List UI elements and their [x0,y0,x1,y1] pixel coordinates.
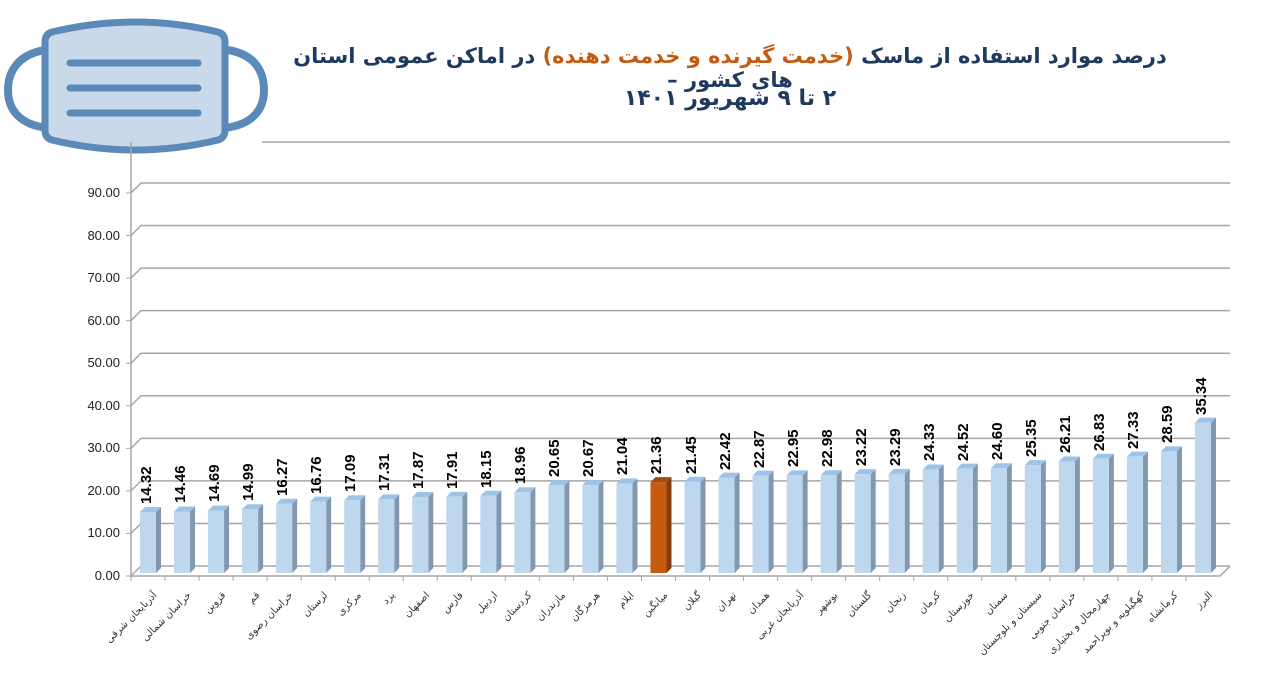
bar-value-label: 23.22 [852,428,870,467]
bar-value-label: 22.87 [750,430,768,468]
bar-value-label: 16.27 [274,458,292,496]
bar [582,480,604,573]
y-tick-label: 20.00 [87,482,120,498]
bar-value-label: 21.36 [648,436,666,475]
bar-value-label: 35.34 [1192,377,1210,415]
bar [276,498,298,573]
chart-title: درصد موارد استفاده از ماسک (خدمت گیرنده … [293,44,1167,92]
bar [718,472,740,573]
bar [378,494,400,573]
bar-value-label: 24.33 [920,423,938,462]
bar [208,505,230,573]
bar-value-label: 26.21 [1056,415,1074,454]
bar-value-label: 14.46 [172,465,190,504]
bar [1194,417,1216,573]
bar [684,476,706,573]
gridline [130,395,1230,407]
y-tick-label: 70.00 [87,270,120,286]
bar [990,463,1012,573]
bar [616,478,638,573]
gridline [130,309,1230,322]
bar-value-label: 27.33 [1124,411,1142,449]
y-tick-label: 40.00 [87,397,120,413]
bar [344,495,366,573]
bar-value-label: 14.32 [138,466,156,505]
face-mask-icon [3,18,269,154]
bar [1058,456,1080,573]
chart-title-highlight: (خدمت گیرنده و خدمت دهنده) [542,44,854,68]
gridline [130,224,1230,237]
bar-value-label: 17.09 [342,454,360,493]
bar-value-label: 16.76 [308,456,326,494]
y-tick-label: 0.00 [94,568,120,583]
bar-value-label: 21.45 [682,436,700,474]
bar [1160,446,1182,573]
y-tick-label: 80.00 [87,227,120,243]
bar [888,468,910,573]
bar-value-label: 18.15 [478,450,496,488]
gridline [130,182,1230,194]
bar [412,491,434,573]
bar [1126,451,1148,573]
bar-value-label: 17.87 [410,451,428,489]
bar-value-label: 26.83 [1090,413,1108,451]
y-tick-label: 10.00 [87,525,120,541]
bar [922,464,944,573]
bar-value-label: 25.35 [1022,419,1040,458]
bar [446,491,468,573]
bar [140,507,162,573]
y-tick-label: 90.00 [87,184,120,200]
bar-value-label: 20.65 [546,439,564,478]
y-tick-label: 30.00 [87,440,120,456]
bar [752,470,774,573]
gridline [130,267,1230,279]
x-axis [131,565,1231,577]
bar-value-label: 17.31 [376,453,394,492]
bar-value-label: 24.60 [988,422,1006,461]
bar-value-label: 22.42 [716,432,734,470]
gridline [130,437,1230,449]
bar-value-label: 21.04 [614,437,632,476]
bar [242,504,264,573]
bar-value-label: 14.69 [206,464,224,503]
bar-value-label: 23.29 [886,428,904,466]
bar [310,496,332,573]
bar [480,490,502,573]
bar-value-label: 18.96 [512,446,530,485]
bar-value-label: 24.52 [954,423,972,461]
bar-value-label: 22.98 [818,429,836,468]
bar [514,487,536,573]
bar-value-label: 22.95 [784,429,802,468]
bar-average-highlight [650,477,672,573]
y-tick-label: 60.00 [87,312,120,328]
bar [1092,453,1114,573]
bar [174,506,196,573]
chart-subtitle-date: ۲ تا ۹ شهریور ۱۴۰۱ [623,86,837,111]
y-tick-label: 50.00 [87,355,120,371]
bar [786,470,808,573]
bar [1024,460,1046,573]
bar-value-label: 14.99 [240,463,258,502]
bar-value-label: 20.67 [580,439,598,478]
bar [956,463,978,573]
bar-value-label: 28.59 [1158,405,1176,444]
bar [854,469,876,573]
bar [548,480,570,573]
bar [820,470,842,573]
gridline [130,352,1230,364]
bar-value-label: 17.91 [444,451,462,489]
